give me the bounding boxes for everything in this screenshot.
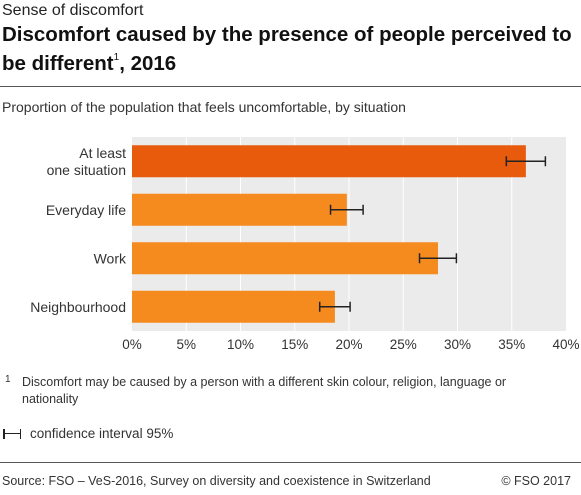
chart-title: Discomfort caused by the presence of peo…	[2, 22, 577, 76]
header-divider	[0, 86, 581, 87]
x-tick-label: 0%	[122, 337, 142, 352]
bar	[132, 290, 335, 323]
chart-subtitle: Proportion of the population that feels …	[2, 99, 406, 115]
x-tick-label: 30%	[444, 337, 471, 352]
footnote-mark: 1	[5, 374, 11, 385]
footer-divider	[0, 462, 581, 463]
category-label: Everyday life	[46, 202, 126, 218]
source-note: Source: FSO – VeS-2016, Survey on divers…	[2, 474, 431, 488]
copyright: © FSO 2017	[501, 474, 571, 488]
chart-kicker: Sense of discomfort	[2, 2, 144, 19]
category-label: Work	[94, 250, 127, 266]
confidence-interval-icon	[2, 428, 22, 439]
bar	[132, 145, 526, 178]
x-tick-label: 40%	[552, 337, 579, 352]
bar	[132, 242, 438, 275]
chart-title-year: , 2016	[119, 51, 177, 75]
category-label: Neighbourhood	[30, 299, 126, 315]
category-label: At least one situation	[47, 145, 127, 178]
title-footnote-mark: 1	[113, 52, 120, 63]
x-tick-label: 10%	[227, 337, 254, 352]
x-tick-label: 5%	[176, 337, 196, 352]
footnote-text: Discomfort may be caused by a person wit…	[22, 375, 507, 406]
x-tick-label: 35%	[498, 337, 525, 352]
ci-legend: confidence interval 95%	[2, 426, 173, 441]
x-tick-label: 20%	[335, 337, 362, 352]
x-tick-label: 15%	[281, 337, 308, 352]
ci-legend-label: confidence interval 95%	[30, 426, 174, 441]
bar-chart: 0% 5% 10% 15% 20% 25% 30% 35% 40% At least one sit…	[30, 137, 580, 352]
bar	[132, 193, 347, 226]
chart-title-text: Discomfort caused by the presence of peo…	[2, 23, 572, 75]
x-tick-label: 25%	[390, 337, 417, 352]
